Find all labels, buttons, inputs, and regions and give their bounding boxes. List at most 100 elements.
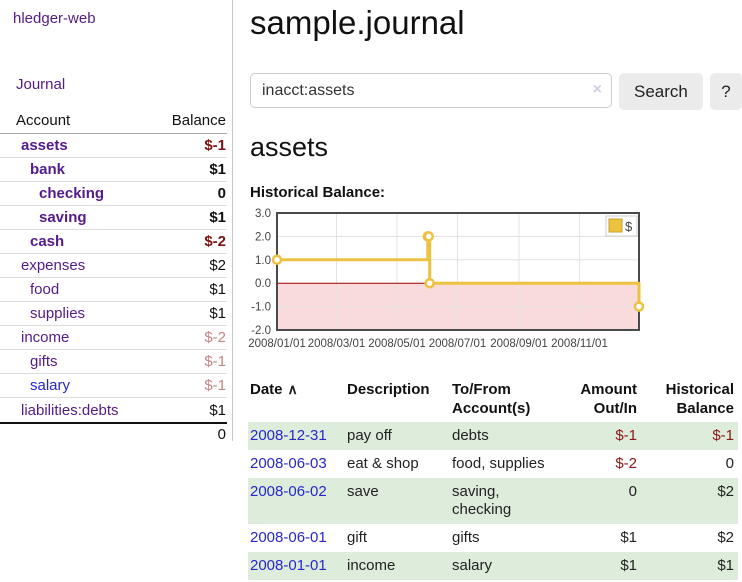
account-balance: $-1 — [204, 377, 226, 394]
transaction-date-link[interactable]: 2008-06-01 — [250, 529, 327, 546]
plot-border — [276, 212, 640, 331]
clear-search-icon[interactable]: × — [592, 81, 602, 98]
transaction-row: 2008-01-01 income salary $1 $1 — [248, 552, 738, 580]
account-row: assets $-1 — [0, 134, 227, 158]
help-button[interactable]: ? — [709, 73, 742, 110]
main-content: sample.journal × Search ? assets Histori… — [248, 0, 742, 580]
sidebar-account-link-gifts[interactable]: gifts — [30, 353, 58, 370]
account-balance: 0 — [217, 185, 226, 202]
transaction-accounts: salary — [452, 557, 493, 574]
account-balance: $1 — [209, 281, 226, 298]
account-row: gifts $-1 — [0, 350, 227, 374]
accounts-table: Account Balance assets $-1 bank $1 checking 0… — [0, 108, 227, 445]
transaction-accounts: food, supplies — [452, 455, 545, 472]
accounts-total-value: 0 — [217, 426, 226, 443]
accounts-column-header: To/From Account(s) — [452, 381, 531, 417]
y-axis-tick-label: 3.0 — [255, 208, 271, 220]
sidebar-account-link-assets[interactable]: assets — [21, 137, 68, 154]
account-balance: $1 — [209, 305, 226, 322]
legend-series-label: $ — [625, 219, 633, 234]
transaction-date-link[interactable]: 2008-06-03 — [250, 455, 327, 472]
account-row: checking 0 — [0, 182, 227, 206]
transaction-accounts: debts — [452, 427, 489, 444]
sidebar: hledger-web Journal Account Balance asse… — [0, 0, 233, 443]
balance-column-header: Balance — [171, 112, 226, 129]
page-title: sample.journal — [250, 4, 465, 41]
sidebar-account-link-checking[interactable]: checking — [39, 185, 105, 202]
transaction-row: 2008-06-01 gift gifts $1 $2 — [248, 524, 738, 552]
sidebar-account-link-saving[interactable]: saving — [39, 209, 87, 226]
transaction-date-link[interactable]: 2008-06-02 — [250, 483, 327, 500]
account-balance: $-2 — [204, 329, 226, 346]
sidebar-account-link-salary[interactable]: salary — [30, 377, 71, 394]
transaction-description: gift — [347, 529, 368, 546]
account-row: food $1 — [0, 278, 227, 302]
sidebar-account-link-bank[interactable]: bank — [30, 161, 66, 178]
transaction-balance: $1 — [717, 557, 734, 574]
account-row: saving $1 — [0, 206, 227, 230]
account-column-header: Account — [16, 112, 71, 129]
x-axis-tick-label: 2008/07/01 — [429, 338, 487, 350]
transaction-amount: $-2 — [615, 455, 637, 472]
sidebar-account-link-expenses[interactable]: expenses — [21, 257, 86, 274]
transaction-amount: $1 — [620, 529, 637, 546]
data-point-marker — [423, 231, 434, 242]
search-button[interactable]: Search — [619, 73, 703, 110]
transaction-row: 2008-12-31 pay off debts $-1 $-1 — [248, 422, 738, 450]
transaction-accounts: saving, checking — [452, 483, 512, 518]
transaction-amount: $1 — [620, 557, 637, 574]
sidebar-account-link-food[interactable]: food — [30, 281, 60, 298]
y-axis-tick-label: 1.0 — [255, 255, 271, 267]
transaction-description: save — [347, 483, 379, 500]
account-balance: $2 — [209, 257, 226, 274]
register-table: Date ∧ Description To/From Account(s) Amo… — [248, 376, 738, 580]
data-point-marker — [424, 277, 435, 289]
sidebar-account-link-income[interactable]: income — [21, 329, 70, 346]
transaction-accounts: gifts — [452, 529, 480, 546]
chart-legend: $ — [605, 215, 638, 237]
x-axis-tick-label: 2008/09/01 — [490, 338, 548, 350]
transaction-date-link[interactable]: 2008-01-01 — [250, 557, 327, 574]
account-row: liabilities:debts $1 — [0, 398, 227, 422]
transaction-balance: $-1 — [712, 427, 734, 444]
data-point-marker — [271, 254, 283, 266]
transaction-balance: $2 — [717, 529, 734, 546]
transaction-balance: 0 — [725, 455, 734, 472]
account-row: expenses $2 — [0, 254, 227, 278]
search-form: × Search ? — [250, 73, 742, 110]
app-title-link[interactable]: hledger-web — [13, 10, 96, 27]
transaction-row: 2008-06-02 save saving, checking 0 $2 — [248, 478, 738, 524]
accounts-total-row: 0 — [0, 422, 227, 445]
register-header-row: Date ∧ Description To/From Account(s) Amo… — [248, 376, 738, 422]
y-axis-tick-label: -1.0 — [251, 302, 271, 314]
legend-series-swatch — [608, 218, 623, 233]
search-input[interactable] — [250, 73, 612, 108]
x-axis-tick-label: 2008/01/01 — [248, 338, 306, 350]
sidebar-account-link-liabilities-debts[interactable]: liabilities:debts — [21, 401, 119, 419]
account-heading: assets — [250, 132, 329, 162]
sidebar-account-link-cash[interactable]: cash — [30, 233, 65, 250]
account-balance: $1 — [209, 161, 226, 178]
sidebar-item-journal[interactable]: Journal — [16, 76, 66, 93]
account-balance: $-1 — [204, 353, 226, 370]
historical-balance-chart: 3.0 2.0 1.0 0.0 -1.0 -2.0 2008/01/01 2008/03/01… — [248, 208, 648, 356]
x-axis-tick-label: 2008/11/01 — [551, 338, 608, 350]
date-column-header[interactable]: Date ∧ — [248, 376, 345, 422]
transaction-row: 2008-06-03 eat & shop food, supplies $-2 0 — [248, 450, 738, 478]
transaction-description: pay off — [347, 427, 392, 444]
account-balance: $-1 — [204, 137, 226, 154]
date-header-label: Date — [250, 381, 283, 398]
description-column-header: Description — [347, 381, 430, 398]
sort-ascending-icon: ∧ — [287, 381, 298, 397]
sidebar-account-link-supplies[interactable]: supplies — [30, 305, 86, 322]
chart-title: Historical Balance: — [250, 184, 386, 201]
search-input-wrap: × — [250, 73, 612, 110]
accounts-table-header: Account Balance — [0, 108, 227, 134]
account-balance: $1 — [209, 209, 226, 226]
transaction-date-link[interactable]: 2008-12-31 — [250, 427, 327, 444]
amount-column-header: Amount Out/In — [580, 381, 637, 417]
account-balance: $-2 — [204, 233, 226, 250]
transaction-description: eat & shop — [347, 455, 419, 472]
x-axis-tick-label: 2008/03/01 — [308, 338, 366, 350]
transaction-amount: 0 — [628, 483, 637, 500]
